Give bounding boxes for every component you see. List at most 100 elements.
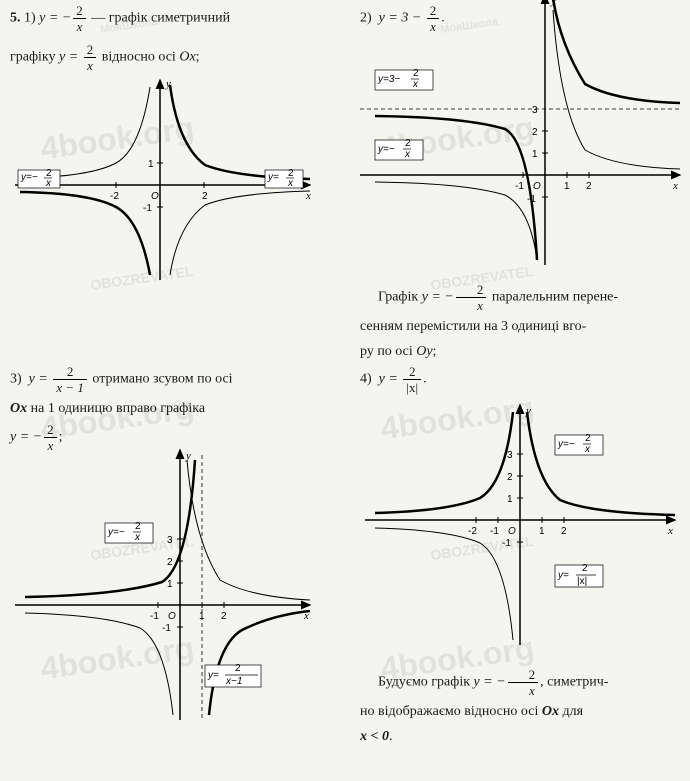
page: 4book.org 4book.org 4book.org 4book.org … — [0, 0, 690, 781]
frac-den: x — [456, 298, 487, 312]
svg-text:2: 2 — [405, 138, 411, 149]
text: Будуємо графік — [378, 675, 474, 690]
frac-num: 2 — [84, 43, 97, 58]
svg-text:|x|: |x| — [577, 576, 587, 587]
svg-text:x: x — [412, 79, 419, 90]
item4-header: 4) y = 2|x|. — [360, 365, 680, 398]
axis-name: Ox — [179, 50, 195, 65]
item3-chart: O 1 2 -1 1 2 3 -1 x y y=− 2 x y= 2 x−1 — [10, 445, 320, 725]
svg-text:y=: y= — [207, 670, 219, 681]
svg-text:y: y — [550, 0, 556, 7]
text: відносно осі — [102, 50, 180, 65]
axis-name: Ox — [542, 704, 559, 719]
svg-text:-2: -2 — [468, 526, 477, 537]
item2-caption: Графік y = −2x паралельним перене- сення… — [360, 283, 680, 366]
text: Графік — [378, 290, 422, 305]
eq: y = — [29, 372, 52, 387]
item3-chart-container: O 1 2 -1 1 2 3 -1 x y y=− 2 x y= 2 x−1 — [10, 445, 350, 725]
axis-name: Oy — [416, 344, 432, 359]
item4-label: 4) — [360, 372, 372, 387]
item2-chart-container: O 1 2 3 -1 1 2 -1 x y y=3− 2 x y=− 2 x — [355, 0, 675, 270]
svg-text:O: O — [508, 526, 516, 537]
text: для — [562, 704, 583, 719]
frac-den: x — [84, 58, 97, 72]
svg-text:-1: -1 — [527, 194, 536, 205]
svg-text:-1: -1 — [143, 203, 152, 214]
svg-text:O: O — [533, 181, 541, 192]
problem-number: 5. — [10, 11, 21, 26]
frac-num: 2 — [53, 365, 87, 380]
eq: y = — [379, 372, 402, 387]
svg-text:2: 2 — [586, 181, 592, 192]
eq-lhs: y = — [59, 50, 82, 65]
eq: y = − — [10, 430, 42, 445]
svg-text:-1: -1 — [515, 181, 524, 192]
svg-text:-1: -1 — [150, 611, 159, 622]
axis-name: Ox — [10, 401, 27, 416]
svg-text:x: x — [45, 178, 52, 189]
text: на 1 одиницю вправо графіка — [31, 401, 205, 416]
frac-num: 2 — [508, 668, 539, 683]
svg-text:1: 1 — [199, 611, 205, 622]
text: сенням перемістили на 3 одиниці вго- — [360, 319, 586, 334]
svg-text:-2: -2 — [110, 191, 119, 202]
item4-chart: O 1 2 -1 -2 1 2 3 -1 x y y=− 2 x y= 2 |x… — [360, 400, 680, 650]
svg-text:2: 2 — [135, 521, 141, 532]
svg-text:2: 2 — [413, 68, 419, 79]
text: , симетрич- — [540, 675, 608, 690]
svg-text:x: x — [667, 525, 673, 537]
frac-den: x — [508, 683, 539, 697]
svg-text:1: 1 — [167, 579, 173, 590]
svg-text:x: x — [134, 532, 141, 543]
frac-den: |x| — [403, 380, 421, 394]
item1-chart: -2 2 1 -1 O x y y=− 2 x y= 2 x — [10, 75, 320, 285]
svg-text:1: 1 — [564, 181, 570, 192]
punct: . — [389, 729, 393, 744]
svg-text:y=−: y=− — [20, 172, 38, 183]
svg-text:y=: y= — [557, 570, 569, 581]
frac-num: 2 — [403, 365, 421, 380]
svg-text:2: 2 — [167, 557, 173, 568]
item1-chart-container: -2 2 1 -1 O x y y=− 2 x y= 2 x — [10, 75, 350, 285]
frac-num: 2 — [456, 283, 487, 298]
eq: y = − — [474, 675, 506, 690]
svg-text:x: x — [584, 444, 591, 455]
svg-text:3: 3 — [532, 105, 538, 116]
svg-text:-1: -1 — [162, 623, 171, 634]
svg-text:x: x — [672, 180, 678, 192]
svg-text:2: 2 — [582, 563, 588, 574]
frac-den: x − 1 — [53, 380, 87, 394]
svg-text:x: x — [305, 190, 311, 202]
punct: ; — [433, 344, 437, 359]
svg-text:y=−: y=− — [377, 144, 395, 155]
svg-text:-1: -1 — [490, 526, 499, 537]
svg-text:2: 2 — [221, 611, 227, 622]
item1-text: 5. 1) y = −2x — графік симетричний графі… — [10, 4, 350, 76]
svg-text:x−1: x−1 — [225, 676, 242, 687]
svg-text:2: 2 — [235, 663, 241, 674]
svg-text:1: 1 — [532, 149, 538, 160]
text: ру по осі — [360, 344, 416, 359]
item3-text: 3) y = 2x − 1 отримано зсувом по осі Ox … — [10, 365, 350, 456]
punct: ; — [59, 430, 63, 445]
svg-text:2: 2 — [507, 472, 513, 483]
eq-lhs: y = − — [39, 11, 71, 26]
frac-num: 2 — [73, 4, 86, 19]
punct: ; — [196, 50, 200, 65]
svg-text:O: O — [151, 191, 159, 202]
svg-text:1: 1 — [148, 159, 154, 170]
item1-label: 1) — [24, 11, 36, 26]
condition: x < 0 — [360, 729, 389, 744]
svg-text:y=3−: y=3− — [377, 74, 400, 85]
item2-chart: O 1 2 3 -1 1 2 -1 x y y=3− 2 x y=− 2 x — [355, 0, 685, 270]
svg-text:y=: y= — [267, 172, 279, 183]
svg-text:O: O — [168, 611, 176, 622]
text: но відображаємо відносно осі — [360, 704, 542, 719]
item3-label: 3) — [10, 372, 22, 387]
svg-text:2: 2 — [585, 433, 591, 444]
svg-text:3: 3 — [167, 535, 173, 546]
punct: . — [423, 372, 427, 387]
text: отримано зсувом по осі — [92, 372, 232, 387]
svg-text:1: 1 — [507, 494, 513, 505]
svg-text:3: 3 — [507, 450, 513, 461]
